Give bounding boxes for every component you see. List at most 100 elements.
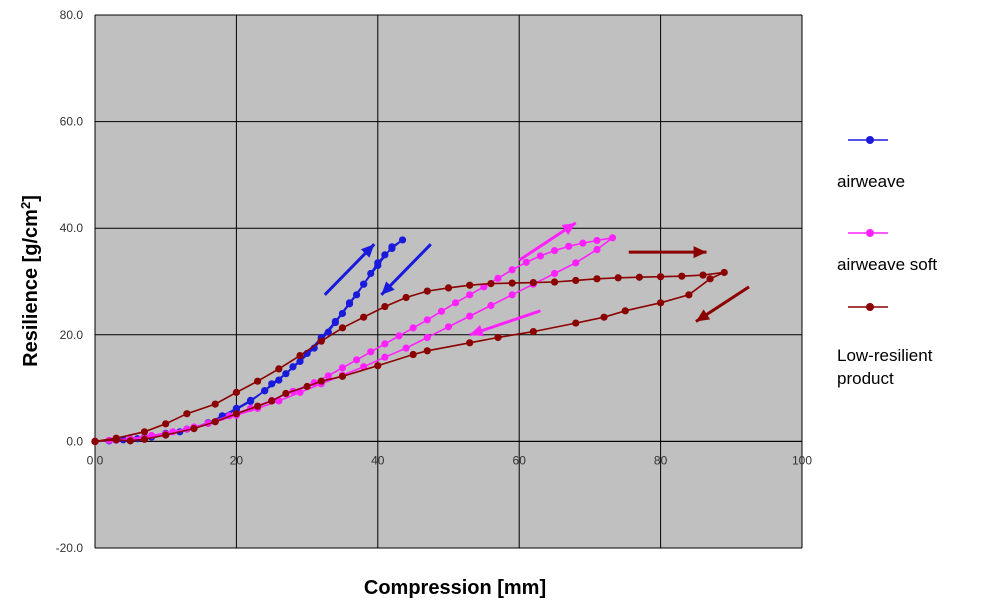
data-point [614, 274, 622, 282]
data-point [190, 425, 198, 433]
data-point [211, 400, 219, 408]
data-point [699, 271, 707, 279]
data-point [381, 302, 389, 311]
gridlines [94, 14, 803, 549]
legend-item-low-resilient: Low-resilient product [837, 303, 933, 388]
data-point [508, 266, 516, 274]
y-axis-title-superscript: 2 [18, 202, 33, 209]
data-point [593, 236, 601, 245]
low-resilient-loading-arrow [628, 246, 707, 259]
data-point [140, 435, 149, 443]
data-point [261, 387, 269, 395]
data-point [451, 299, 460, 307]
data-point [657, 273, 665, 281]
data-point [254, 402, 262, 410]
legend-label-low-resilient-line2: product [837, 369, 894, 388]
data-point [275, 365, 283, 373]
y-tick-label: 40.0 [60, 221, 84, 235]
data-point [296, 351, 304, 360]
data-point [572, 319, 580, 327]
data-point [423, 333, 431, 342]
data-point [685, 291, 693, 299]
y-tick-label: 20.0 [60, 328, 84, 342]
data-point [91, 437, 99, 445]
legend-item-airweave-soft: airweave soft [837, 229, 937, 274]
data-point [140, 428, 149, 436]
data-point [409, 324, 417, 332]
data-point [494, 274, 502, 282]
data-point [381, 251, 389, 259]
data-point [183, 410, 191, 418]
data-point [360, 280, 368, 288]
data-point [388, 243, 396, 251]
data-point [232, 388, 240, 396]
data-point [466, 281, 474, 289]
data-point [437, 307, 446, 315]
legend-label-low-resilient-line1: Low-resilient [837, 346, 933, 365]
data-point [282, 389, 290, 398]
data-point [162, 420, 170, 428]
data-point [126, 437, 134, 445]
y-tick-label: -20.0 [56, 541, 84, 555]
data-point [423, 347, 431, 355]
data-point [529, 328, 537, 336]
data-point [303, 382, 311, 391]
data-point [360, 363, 368, 371]
data-point [572, 259, 580, 267]
airweave-soft-unloading-arrow [469, 309, 541, 337]
data-point [352, 356, 361, 364]
x-tick-label: 60 [513, 453, 527, 467]
data-point [402, 293, 410, 302]
direction-arrows [323, 221, 750, 337]
data-point [600, 313, 608, 321]
data-point [296, 357, 304, 366]
y-axis-title-close: ] [20, 195, 42, 202]
data-point [536, 252, 545, 260]
legend-swatch-marker [866, 229, 874, 237]
series-low-resilient-product [91, 268, 728, 445]
data-point [550, 246, 559, 255]
data-point [338, 309, 347, 318]
data-point [324, 372, 332, 380]
data-point [550, 269, 559, 278]
data-point [608, 234, 617, 242]
data-point [381, 340, 389, 348]
data-point [367, 269, 375, 278]
data-point [487, 280, 495, 288]
data-point [678, 272, 686, 280]
legend-label-airweave-soft: airweave soft [837, 255, 937, 274]
data-point [720, 268, 728, 277]
data-point [254, 377, 262, 385]
data-point [352, 291, 361, 299]
data-point [338, 324, 347, 332]
data-point [395, 332, 403, 340]
data-point [565, 242, 573, 250]
data-point [345, 299, 354, 307]
data-point [550, 278, 559, 286]
data-point [529, 278, 537, 287]
low-resilient-unloading-arrow [695, 285, 750, 323]
series-layer [91, 234, 728, 445]
data-point [466, 339, 474, 347]
data-point [522, 258, 530, 266]
legend-swatch-marker [866, 303, 874, 311]
data-point [593, 245, 601, 254]
data-point [211, 418, 219, 426]
y-tick-label: 60.0 [60, 115, 84, 129]
data-point [621, 307, 629, 315]
data-point [374, 362, 382, 370]
data-point [360, 313, 368, 321]
airweave-soft-loading-arrow [518, 221, 577, 262]
data-point [444, 284, 453, 292]
data-point [572, 276, 580, 285]
data-point [338, 372, 347, 380]
x-tick-label: 20 [230, 453, 244, 467]
legend-label-airweave: airweave [837, 172, 905, 191]
data-point [402, 344, 410, 352]
data-point [593, 275, 601, 283]
data-point [409, 350, 417, 359]
data-point [268, 380, 276, 388]
x-tick-label: 40 [371, 453, 385, 467]
x-tick-label: 0.0 [87, 453, 104, 467]
